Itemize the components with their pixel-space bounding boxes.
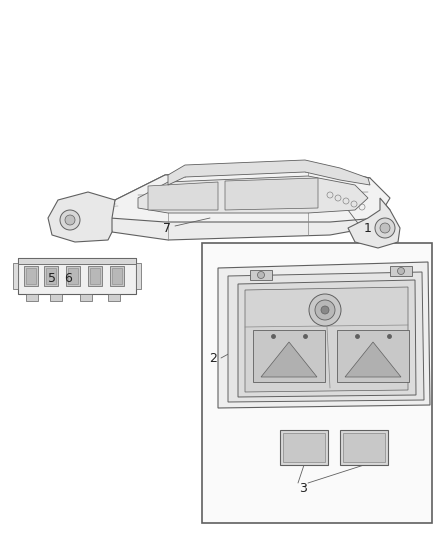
Polygon shape (110, 168, 390, 222)
Bar (50, 294, 62, 301)
Circle shape (398, 268, 405, 274)
Circle shape (258, 271, 265, 279)
Polygon shape (261, 342, 317, 377)
Polygon shape (345, 342, 401, 377)
Text: 3: 3 (299, 481, 307, 495)
Bar (390, 266, 412, 276)
Text: 6: 6 (64, 271, 72, 285)
Bar (110, 266, 124, 286)
Text: 7: 7 (163, 222, 171, 235)
Circle shape (321, 306, 329, 314)
Circle shape (315, 300, 335, 320)
Bar (108, 294, 120, 301)
Bar (202, 243, 432, 523)
Bar (90, 268, 100, 284)
Circle shape (65, 215, 75, 225)
Bar (337, 330, 409, 382)
Bar (26, 268, 36, 284)
Circle shape (309, 294, 341, 326)
Polygon shape (225, 178, 318, 210)
Bar (112, 268, 122, 284)
Polygon shape (245, 287, 408, 392)
Bar (340, 430, 388, 465)
Text: 2: 2 (209, 351, 217, 365)
Text: 1: 1 (364, 222, 372, 235)
Text: 5: 5 (48, 271, 56, 285)
Bar (24, 266, 38, 286)
Bar (13, 263, 18, 289)
Polygon shape (48, 192, 115, 242)
Bar (44, 266, 58, 286)
Circle shape (375, 218, 395, 238)
Polygon shape (218, 262, 430, 408)
Bar (80, 294, 92, 301)
Bar (46, 268, 56, 284)
Polygon shape (228, 272, 424, 402)
Bar (18, 258, 136, 264)
Bar (280, 430, 328, 465)
Polygon shape (109, 168, 390, 240)
Polygon shape (348, 198, 400, 248)
Polygon shape (148, 182, 218, 210)
Bar (250, 270, 272, 280)
Bar (88, 266, 102, 286)
Bar (66, 266, 80, 286)
Polygon shape (238, 280, 416, 397)
Polygon shape (138, 176, 368, 213)
Bar (18, 258, 136, 294)
Bar (343, 433, 385, 462)
Bar (26, 294, 38, 301)
Polygon shape (168, 160, 370, 185)
Circle shape (60, 210, 80, 230)
Circle shape (380, 223, 390, 233)
Bar (283, 433, 325, 462)
Bar (68, 268, 78, 284)
Bar (253, 330, 325, 382)
Bar (136, 263, 141, 289)
